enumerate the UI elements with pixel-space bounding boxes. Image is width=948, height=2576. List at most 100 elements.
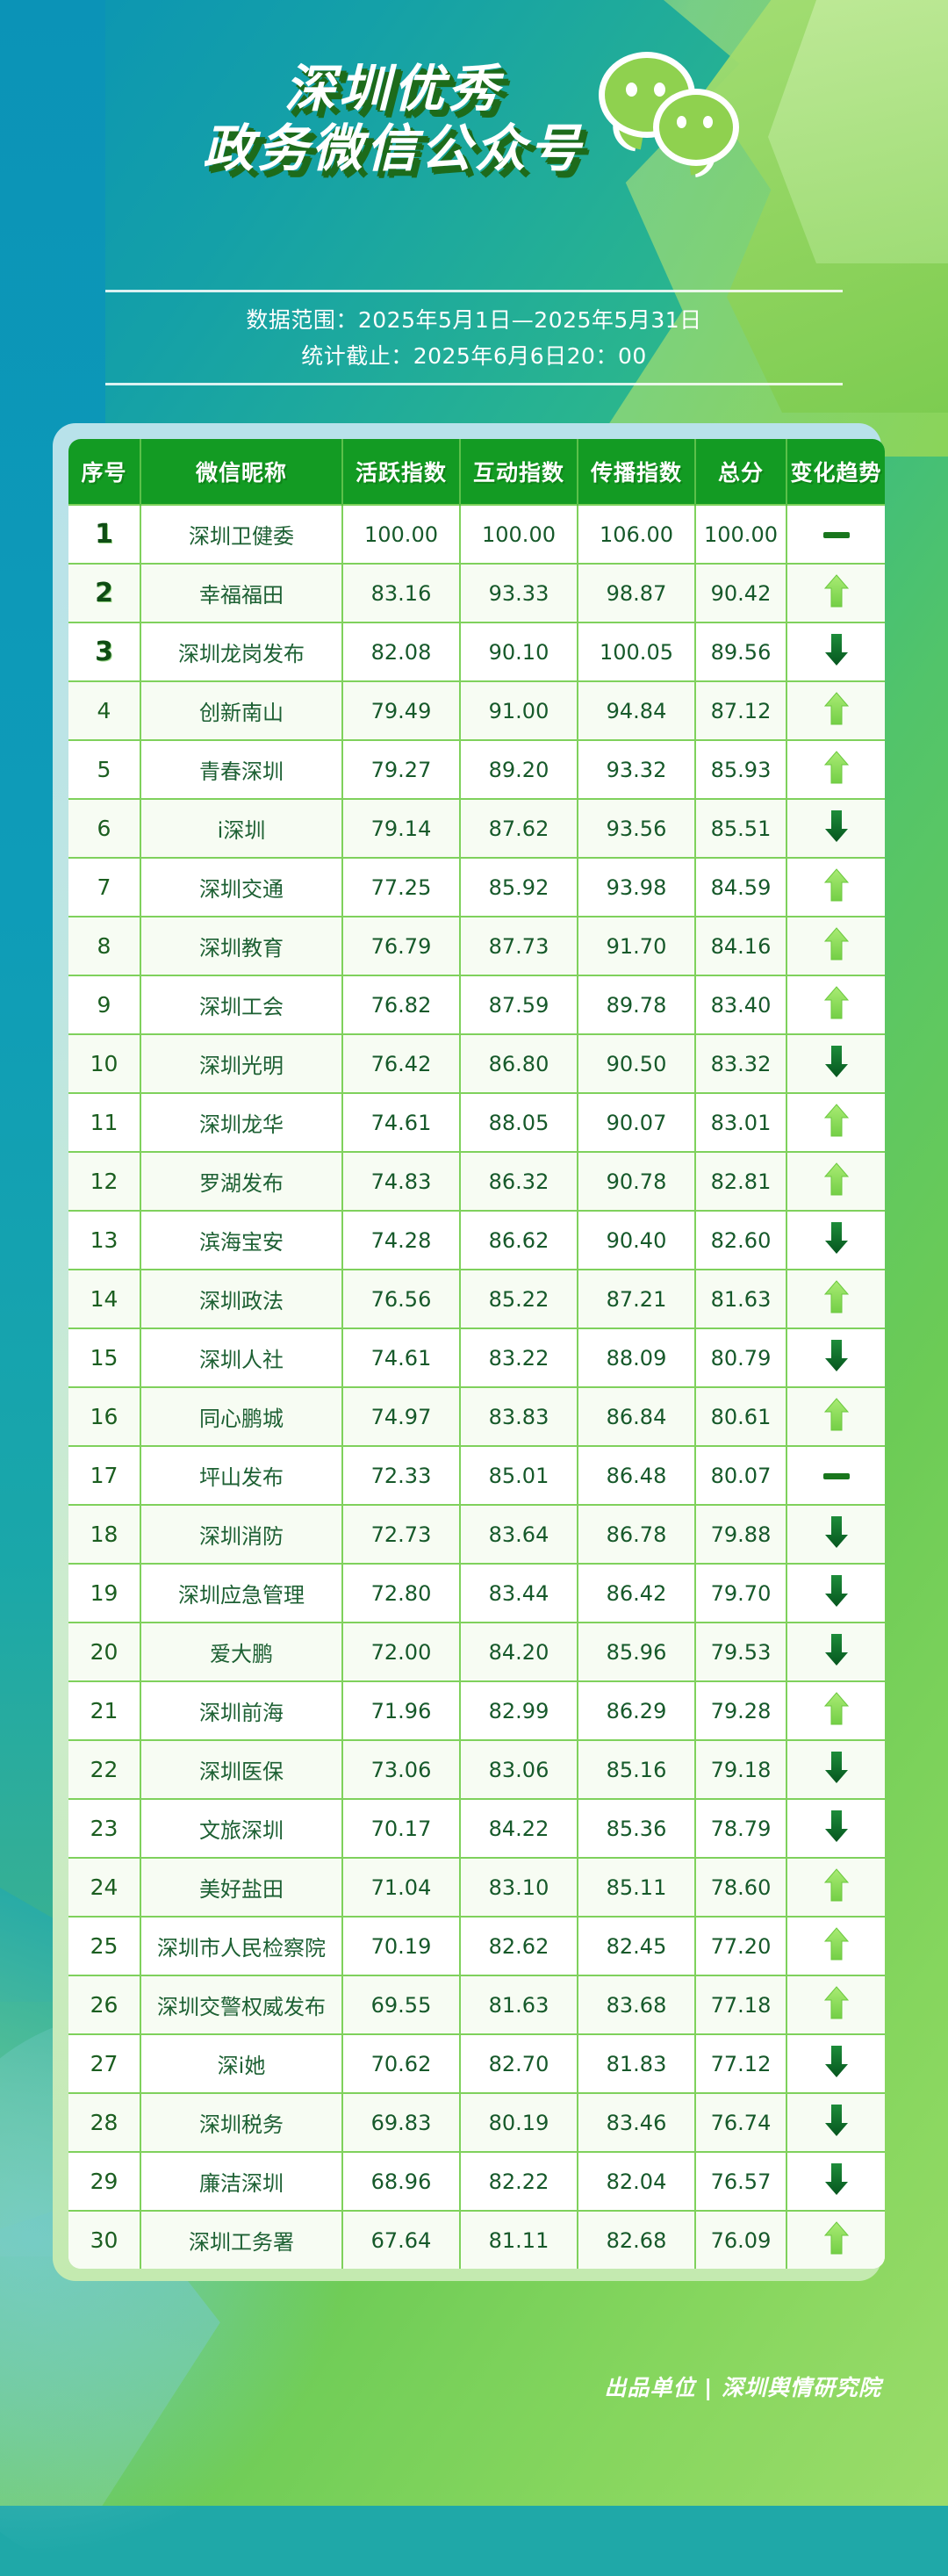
cell-nickname: 深圳应急管理	[140, 1563, 343, 1623]
cell-total-score: 84.59	[695, 857, 787, 917]
table-row: 7 深圳交通 77.25 85.92 93.98 84.59	[68, 857, 885, 917]
cell-spread-index: 90.50	[578, 1033, 696, 1093]
cell-spread-index: 86.78	[578, 1504, 696, 1564]
cell-interact-index: 89.20	[460, 739, 578, 799]
cell-trend	[786, 2092, 885, 2152]
cell-interact-index: 86.80	[460, 1033, 578, 1093]
cell-spread-index: 86.42	[578, 1563, 696, 1623]
cell-active-index: 100.00	[342, 504, 461, 564]
statistics-cutoff-text: 统计截止：2025年6月6日20：00	[301, 342, 647, 369]
cell-nickname: 创新南山	[140, 680, 343, 740]
table-row: 23 文旅深圳 70.17 84.22 85.36 78.79	[68, 1798, 885, 1858]
table-row: 5 青春深圳 79.27 89.20 93.32 85.93	[68, 739, 885, 799]
poster-header: 深圳优秀 政务微信公众号 数据范围：2025年5月1日—2025年5月31日	[0, 0, 948, 413]
trend-down-icon	[824, 2162, 848, 2195]
cell-total-score: 80.61	[695, 1386, 787, 1446]
cell-spread-index: 93.32	[578, 739, 696, 799]
cell-active-index: 76.82	[342, 975, 461, 1034]
trend-up-icon	[823, 867, 849, 901]
cell-trend	[786, 916, 885, 975]
table-row: 25 深圳市人民检察院 70.19 82.62 82.45 77.20	[68, 1916, 885, 1975]
cell-total-score: 83.40	[695, 975, 787, 1034]
cell-total-score: 77.20	[695, 1916, 787, 1975]
trend-up-icon	[823, 573, 849, 607]
cell-spread-index: 81.83	[578, 2033, 696, 2093]
cell-nickname: 深圳政法	[140, 1269, 343, 1328]
table-row: 17 坪山发布 72.33 85.01 86.48 80.07	[68, 1445, 885, 1505]
cell-rank: 20	[68, 1622, 141, 1681]
cell-spread-index: 82.04	[578, 2151, 696, 2211]
table-row: 4 创新南山 79.49 91.00 94.84 87.12	[68, 680, 885, 740]
cell-spread-index: 93.56	[578, 798, 696, 858]
cell-trend	[786, 857, 885, 917]
cell-nickname: 坪山发布	[140, 1445, 343, 1505]
trend-up-icon	[823, 1103, 849, 1136]
cell-interact-index: 84.22	[460, 1798, 578, 1858]
trend-down-icon	[824, 633, 848, 666]
cell-spread-index: 83.46	[578, 2092, 696, 2152]
cell-rank: 30	[68, 2210, 141, 2269]
table-header-row: 序号 微信昵称 活跃指数 互动指数 传播指数 总分 变化趋势	[68, 439, 885, 505]
cell-trend	[786, 1328, 885, 1387]
cell-spread-index: 89.78	[578, 975, 696, 1034]
cell-nickname: 深圳龙岗发布	[140, 622, 343, 681]
table-row: 28 深圳税务 69.83 80.19 83.46 76.74	[68, 2092, 885, 2152]
trend-down-icon	[824, 1810, 848, 1842]
cell-rank: 19	[68, 1563, 141, 1623]
cell-interact-index: 83.83	[460, 1386, 578, 1446]
cell-active-index: 76.79	[342, 916, 461, 975]
cell-total-score: 82.60	[695, 1210, 787, 1270]
trend-up-icon	[823, 1162, 849, 1195]
cell-active-index: 77.25	[342, 857, 461, 917]
cell-nickname: 廉洁深圳	[140, 2151, 343, 2211]
cell-interact-index: 91.00	[460, 680, 578, 740]
cell-nickname: 深圳教育	[140, 916, 343, 975]
cell-trend	[786, 504, 885, 564]
cell-rank: 11	[68, 1092, 141, 1152]
column-header-spread: 传播指数	[578, 439, 696, 505]
cell-rank: 7	[68, 857, 141, 917]
cell-trend	[786, 1916, 885, 1975]
cell-interact-index: 82.62	[460, 1916, 578, 1975]
cell-active-index: 74.28	[342, 1210, 461, 1270]
cell-active-index: 67.64	[342, 2210, 461, 2269]
table-row: 29 廉洁深圳 68.96 82.22 82.04 76.57	[68, 2151, 885, 2211]
cell-spread-index: 82.68	[578, 2210, 696, 2269]
cell-interact-index: 83.22	[460, 1328, 578, 1387]
cell-total-score: 76.57	[695, 2151, 787, 2211]
column-header-interact: 互动指数	[460, 439, 578, 505]
trend-down-icon	[824, 1574, 848, 1607]
cell-interact-index: 86.62	[460, 1210, 578, 1270]
cell-rank: 17	[68, 1445, 141, 1505]
cell-active-index: 71.04	[342, 1857, 461, 1917]
table-row: 10 深圳光明 76.42 86.80 90.50 83.32	[68, 1033, 885, 1093]
cell-total-score: 77.12	[695, 2033, 787, 2093]
cell-interact-index: 80.19	[460, 2092, 578, 2152]
cell-spread-index: 85.16	[578, 1739, 696, 1799]
trend-down-icon	[824, 1633, 848, 1666]
cell-total-score: 76.09	[695, 2210, 787, 2269]
table-row: 27 深i她 70.62 82.70 81.83 77.12	[68, 2033, 885, 2093]
cell-rank: 25	[68, 1916, 141, 1975]
cell-interact-index: 85.22	[460, 1269, 578, 1328]
cell-trend	[786, 1857, 885, 1917]
ranking-table: 序号 微信昵称 活跃指数 互动指数 传播指数 总分 变化趋势 1 深圳卫健委 100…	[68, 439, 885, 2269]
cell-trend	[786, 1798, 885, 1858]
cell-rank: 1	[68, 504, 141, 564]
table-row: 22 深圳医保 73.06 83.06 85.16 79.18	[68, 1739, 885, 1799]
cell-interact-index: 82.70	[460, 2033, 578, 2093]
cell-nickname: 深圳消防	[140, 1504, 343, 1564]
cell-active-index: 76.56	[342, 1269, 461, 1328]
cell-interact-index: 87.73	[460, 916, 578, 975]
cell-active-index: 69.55	[342, 1975, 461, 2034]
cell-interact-index: 83.44	[460, 1563, 578, 1623]
trend-up-icon	[823, 926, 849, 960]
divider-top	[105, 290, 843, 292]
cell-total-score: 80.79	[695, 1328, 787, 1387]
cell-active-index: 70.19	[342, 1916, 461, 1975]
cell-interact-index: 83.10	[460, 1857, 578, 1917]
cell-spread-index: 91.70	[578, 916, 696, 975]
trend-up-icon	[823, 750, 849, 783]
cell-trend	[786, 1386, 885, 1446]
cell-trend	[786, 1210, 885, 1270]
